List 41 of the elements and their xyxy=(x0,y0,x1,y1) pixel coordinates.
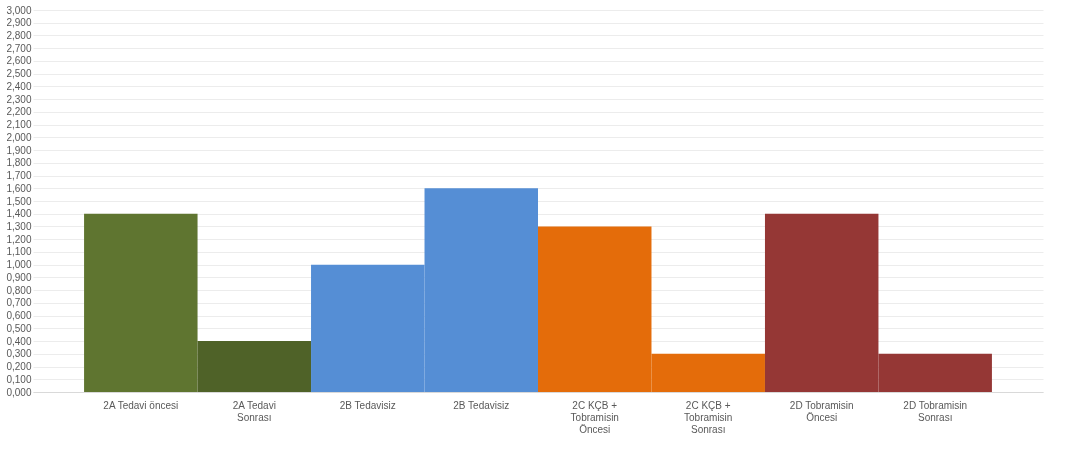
x-tick-label: 2B Tedavisiz xyxy=(339,399,396,411)
y-tick-label: 0,800 xyxy=(6,284,32,296)
x-tick-label: 2A Tedavi Sonrası xyxy=(232,399,276,423)
y-tick-label: 2,100 xyxy=(6,119,32,131)
y-tick-label: 0,300 xyxy=(6,348,32,360)
y-tick-label: 2,000 xyxy=(6,131,32,143)
bar xyxy=(84,213,198,392)
bar xyxy=(197,341,312,392)
y-tick-label: 2,900 xyxy=(6,17,32,29)
x-tick-label: 2B Tedavisiz xyxy=(453,399,510,411)
y-tick-label: 2,500 xyxy=(6,68,32,80)
x-tick-label: 2D Tobramisin Öncesi xyxy=(789,399,854,423)
x-tick-label: 2C KÇB + Tobramisin Öncesi xyxy=(570,399,619,435)
y-tick-label: 1,200 xyxy=(6,233,32,245)
y-tick-label: 0,600 xyxy=(6,310,32,322)
y-tick-label: 0,200 xyxy=(6,361,32,373)
x-tick-label: 2D Tobramisin Sonrası xyxy=(903,399,968,423)
y-tick-label: 2,700 xyxy=(6,42,32,54)
x-tick-label: 2C KÇB + Tobramisin Sonrası xyxy=(684,399,733,435)
y-tick-label: 3,000 xyxy=(6,4,32,16)
y-tick-label: 1,800 xyxy=(6,157,32,169)
y-tick-label: 1,900 xyxy=(6,144,32,156)
y-tick-label: 1,100 xyxy=(6,246,32,258)
y-tick-label: 0,000 xyxy=(6,386,32,398)
y-tick-label: 2,200 xyxy=(6,106,32,118)
y-tick-label: 1,700 xyxy=(6,170,32,182)
y-tick-label: 1,000 xyxy=(6,259,32,271)
y-tick-label: 2,800 xyxy=(6,29,32,41)
y-tick-label: 1,500 xyxy=(6,195,32,207)
y-tick-label: 0,400 xyxy=(6,335,32,347)
y-tick-label: 0,500 xyxy=(6,322,32,334)
x-tick-label: 2A Tedavi öncesi xyxy=(103,399,179,411)
y-tick-label: 0,900 xyxy=(6,271,32,283)
y-tick-label: 1,400 xyxy=(6,208,32,220)
y-tick-label: 1,300 xyxy=(6,220,32,232)
y-tick-label: 0,700 xyxy=(6,297,32,309)
y-tick-label: 1,600 xyxy=(6,182,32,194)
y-tick-label: 2,600 xyxy=(6,55,32,67)
y-tick-label: 2,400 xyxy=(6,80,32,92)
y-tick-label: 2,300 xyxy=(6,93,32,105)
y-tick-label: 0,100 xyxy=(6,373,32,385)
